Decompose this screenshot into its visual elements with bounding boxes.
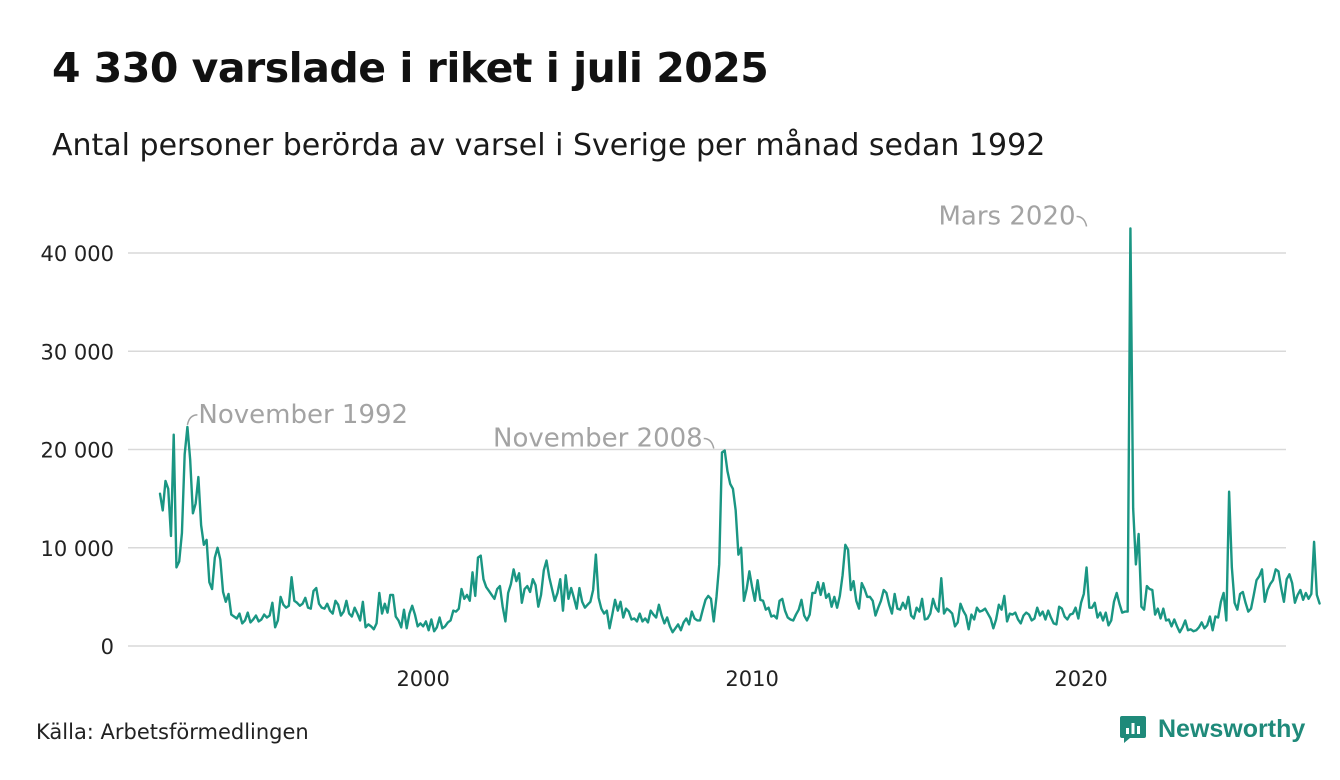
annotation: Mars 2020 bbox=[939, 201, 1088, 231]
brand-name: Newsworthy bbox=[1158, 714, 1306, 743]
brand[interactable]: Newsworthy bbox=[1118, 714, 1305, 744]
source-note: Källa: Arbetsförmedlingen bbox=[36, 720, 309, 744]
series-line bbox=[158, 227, 1321, 634]
annotation-connector bbox=[1076, 215, 1088, 227]
x-tick-label: 2020 bbox=[1054, 667, 1107, 691]
x-axis-ticks: 2000 2010 2020 bbox=[396, 667, 1107, 691]
annotation-connector bbox=[703, 437, 715, 449]
y-tick-label: 0 bbox=[101, 635, 114, 659]
x-tick-label: 2000 bbox=[396, 667, 449, 691]
annotation-connector bbox=[186, 414, 198, 426]
annotation: November 2008 bbox=[493, 423, 715, 453]
chart-title: 4 330 varslade i riket i juli 2025 bbox=[52, 44, 769, 92]
y-axis-ticks: 0 10 000 20 000 30 000 40 000 bbox=[41, 242, 114, 659]
annotation-label: Mars 2020 bbox=[939, 201, 1076, 231]
y-tick-label: 10 000 bbox=[41, 537, 114, 561]
y-tick-label: 30 000 bbox=[41, 340, 114, 364]
grid-lines bbox=[128, 252, 1286, 647]
annotation-label: November 1992 bbox=[198, 400, 408, 430]
series-layer bbox=[158, 227, 1321, 634]
annotations: November 1992 November 2008 Mars 2020 bbox=[186, 201, 1088, 453]
x-tick-label: 2010 bbox=[725, 667, 778, 691]
chart-subtitle: Antal personer berörda av varsel i Sveri… bbox=[52, 128, 1046, 163]
annotation-label: November 2008 bbox=[493, 423, 703, 453]
y-tick-label: 40 000 bbox=[41, 242, 114, 266]
newsworthy-logo-icon bbox=[1120, 716, 1146, 743]
y-tick-label: 20 000 bbox=[41, 439, 114, 463]
annotation: November 1992 bbox=[186, 400, 408, 430]
